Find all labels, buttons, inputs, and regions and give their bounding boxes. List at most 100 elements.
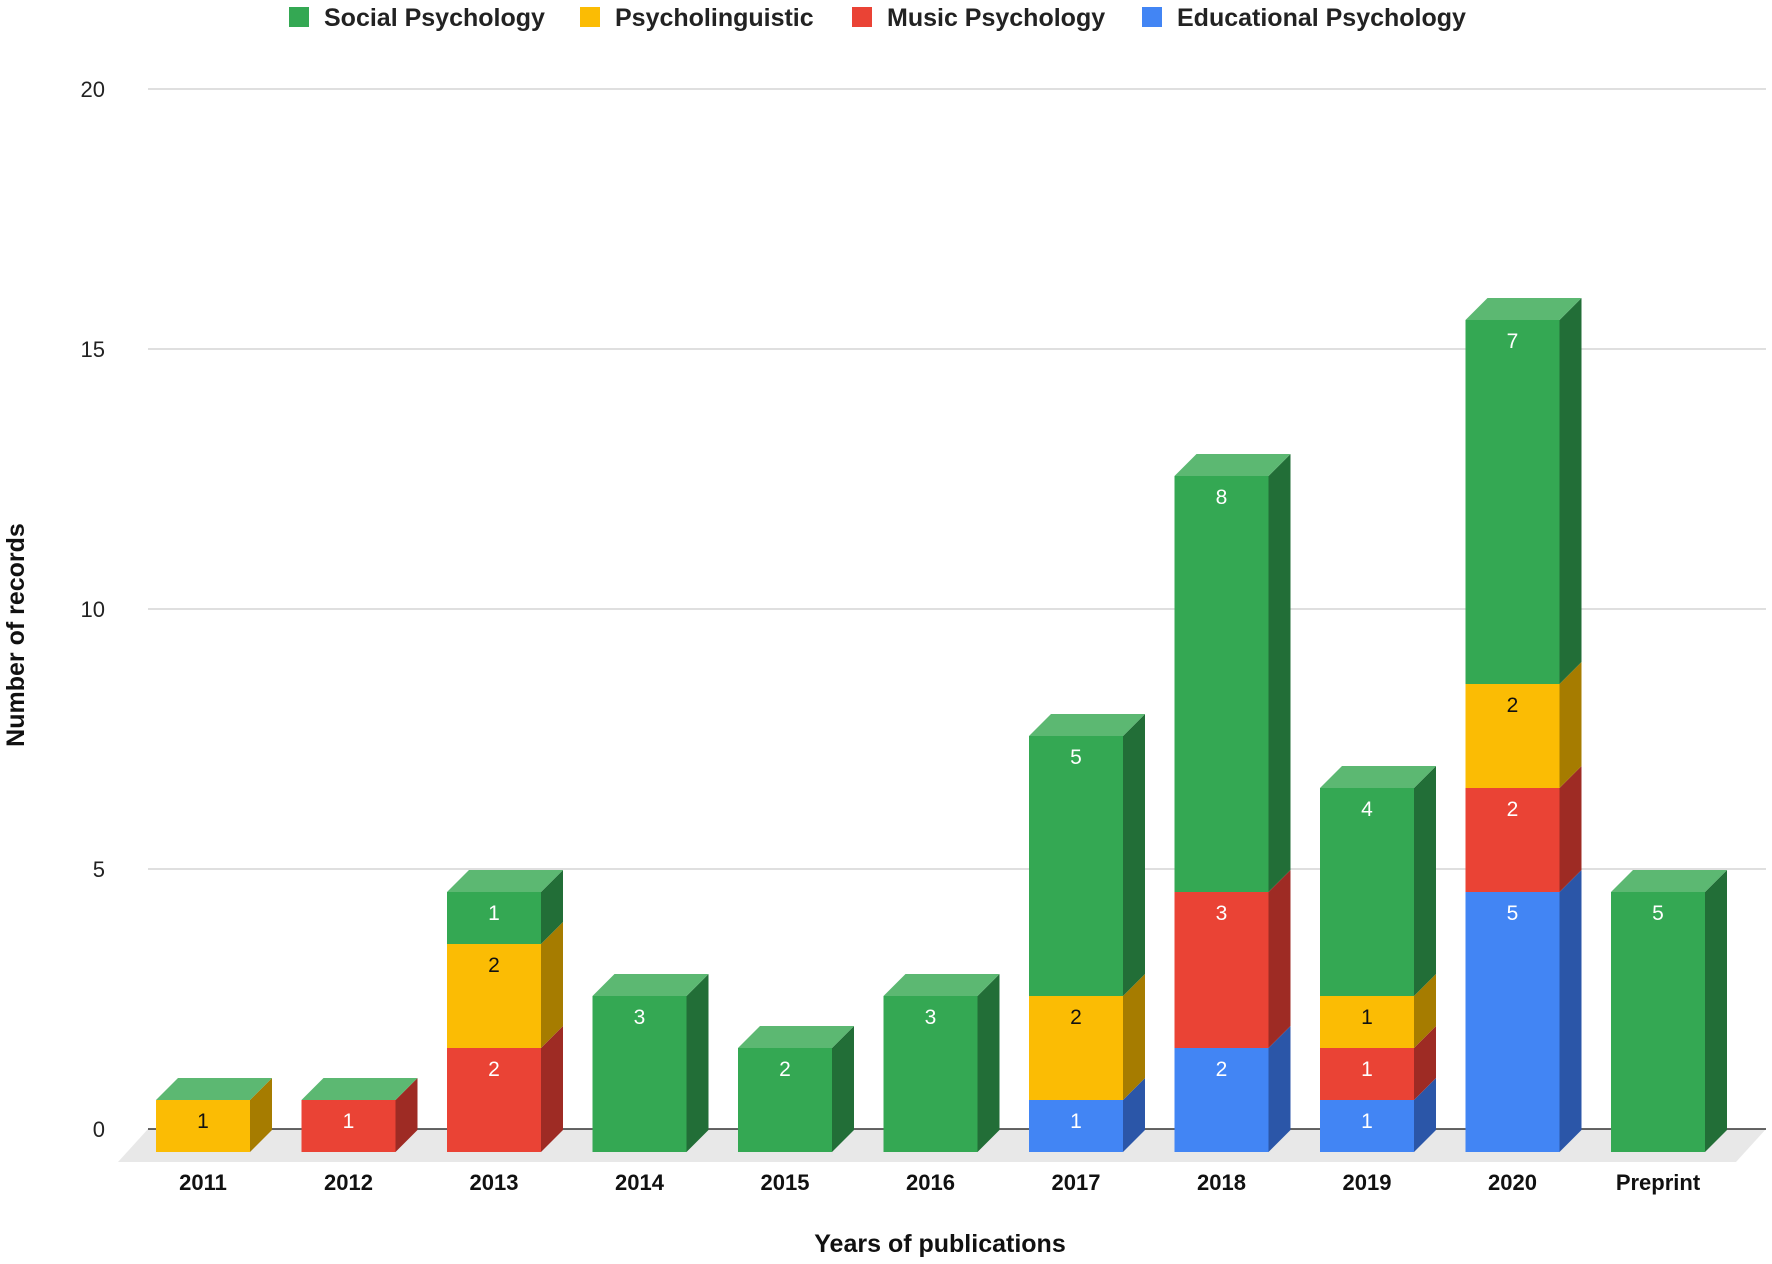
- data-label: 1: [1361, 1110, 1373, 1133]
- bar-segment: [1611, 892, 1705, 1152]
- bar-segment-side: [1268, 454, 1291, 892]
- bar-top-face: [156, 1078, 272, 1100]
- data-label: 3: [1216, 902, 1228, 925]
- bar-segment: [156, 1100, 250, 1152]
- data-label: 4: [1361, 798, 1373, 821]
- y-axis-title: Number of records: [2, 523, 30, 747]
- data-label: 1: [488, 902, 500, 925]
- bar-top-face: [738, 1026, 854, 1048]
- bar-segment-side: [1123, 714, 1145, 996]
- bar-segment-side: [1414, 1026, 1436, 1100]
- y-tick-label: 10: [81, 597, 105, 622]
- data-label: 1: [1361, 1058, 1373, 1081]
- bar-top-face: [1320, 766, 1436, 788]
- bar-segment: [1465, 684, 1560, 788]
- y-tick-label: 0: [93, 1117, 105, 1142]
- bar-top-face: [447, 870, 563, 892]
- x-tick-label: 2019: [1343, 1170, 1392, 1195]
- bar-segment-side: [250, 1078, 272, 1152]
- bar-top-face: [1029, 714, 1145, 736]
- bar-segment-side: [1705, 870, 1727, 1152]
- bar-segment: [1174, 476, 1269, 892]
- bar-segment-side: [1268, 1026, 1291, 1152]
- bar-top-face: [1465, 298, 1582, 320]
- legend-label: Social Psychology: [324, 4, 545, 32]
- y-tick-label: 15: [81, 337, 105, 362]
- data-label: 2: [1216, 1058, 1228, 1081]
- bar-segment-side: [1559, 298, 1582, 684]
- data-label: 5: [1507, 902, 1519, 925]
- bar-segment: [1174, 1048, 1269, 1152]
- bar-segment-side: [541, 1026, 563, 1152]
- bar-segment-side: [1559, 870, 1582, 1152]
- bar-top-face: [1174, 454, 1291, 476]
- bar-segment: [301, 1100, 396, 1152]
- bar-segment: [447, 1048, 541, 1152]
- x-tick-label: 2011: [179, 1170, 227, 1195]
- bar-segment: [1320, 1048, 1414, 1100]
- x-tick-label: 2016: [906, 1170, 955, 1195]
- legend-swatch: [580, 7, 600, 27]
- data-label: 2: [488, 954, 500, 977]
- data-label: 1: [1361, 1006, 1373, 1029]
- bar-segment-side: [1559, 766, 1582, 892]
- data-label: 5: [1070, 746, 1082, 769]
- legend-label: Psycholinguistic: [615, 4, 814, 32]
- bar-segment-side: [686, 974, 709, 1152]
- data-label: 1: [1070, 1110, 1082, 1133]
- bar-segment: [447, 892, 541, 944]
- x-tick-label: Preprint: [1616, 1170, 1701, 1195]
- bar-segment-side: [1268, 870, 1291, 1048]
- data-label: 2: [1070, 1006, 1082, 1029]
- x-tick-label: 2013: [470, 1170, 519, 1195]
- data-label: 8: [1216, 486, 1228, 509]
- y-tick-label: 20: [81, 77, 105, 102]
- data-label: 3: [634, 1006, 646, 1029]
- data-label: 5: [1652, 902, 1664, 925]
- bar-top-face: [592, 974, 709, 996]
- bar-segment-side: [832, 1026, 854, 1152]
- x-tick-label: 2018: [1197, 1170, 1246, 1195]
- legend-label: Music Psychology: [887, 4, 1105, 32]
- data-label: 7: [1507, 330, 1519, 353]
- bar-top-face: [883, 974, 1000, 996]
- bar-segment: [1465, 788, 1560, 892]
- bar-segment: [592, 996, 687, 1152]
- bar-segment-side: [1414, 1078, 1436, 1152]
- bar-segment: [1320, 996, 1414, 1048]
- x-tick-label: 2015: [761, 1170, 810, 1195]
- bar-segment: [1029, 996, 1123, 1100]
- bar-segment: [1320, 788, 1414, 996]
- x-axis-title: Years of publications: [814, 1230, 1065, 1258]
- data-label: 2: [1507, 694, 1519, 717]
- bar-segment: [1320, 1100, 1414, 1152]
- bar-segment-side: [541, 922, 563, 1048]
- x-tick-label: 2020: [1488, 1170, 1537, 1195]
- bar-segment: [738, 1048, 832, 1152]
- bar-segment: [883, 996, 978, 1152]
- data-label: 1: [343, 1110, 355, 1133]
- legend-swatch: [289, 7, 309, 27]
- bar-segment-side: [1559, 662, 1582, 788]
- data-label: 3: [925, 1006, 937, 1029]
- bar-top-face: [1611, 870, 1727, 892]
- bar-segment-side: [977, 974, 1000, 1152]
- bar-segment: [1029, 736, 1123, 996]
- bar-segment-side: [395, 1078, 418, 1152]
- x-tick-label: 2017: [1052, 1170, 1101, 1195]
- x-tick-label: 2012: [324, 1170, 373, 1195]
- bar-segment-side: [1123, 1078, 1145, 1152]
- bar-segment: [1465, 320, 1560, 684]
- bar-segment-side: [1123, 974, 1145, 1100]
- bar-segment: [1174, 892, 1269, 1048]
- data-label: 1: [197, 1110, 209, 1133]
- legend-label: Educational Psychology: [1177, 4, 1466, 32]
- bar-top-face: [301, 1078, 418, 1100]
- x-tick-label: 2014: [615, 1170, 665, 1195]
- legend-swatch: [1142, 7, 1162, 27]
- data-label: 2: [1507, 798, 1519, 821]
- data-label: 2: [779, 1058, 791, 1081]
- bar-segment: [1465, 892, 1560, 1152]
